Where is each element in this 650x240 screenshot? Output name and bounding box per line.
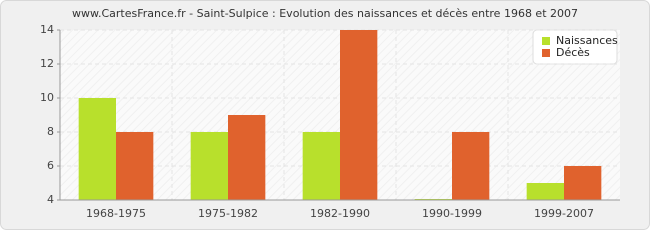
x-tick-label: 1968-1975 xyxy=(86,207,146,220)
chart-title: www.CartesFrance.fr - Saint-Sulpice : Ev… xyxy=(72,7,578,20)
x-tick-label: 1999-2007 xyxy=(534,207,594,220)
bar xyxy=(78,98,116,200)
y-tick-label: 14 xyxy=(40,23,54,36)
y-tick-label: 6 xyxy=(47,159,54,172)
bar xyxy=(340,30,378,200)
bar xyxy=(228,115,266,200)
legend-swatch xyxy=(542,37,550,45)
bar xyxy=(190,132,228,200)
bar xyxy=(564,166,602,200)
x-tick-label: 1975-1982 xyxy=(198,207,258,220)
y-tick-label: 8 xyxy=(47,125,54,138)
x-tick-label: 1982-1990 xyxy=(310,207,370,220)
y-tick-label: 12 xyxy=(40,57,54,70)
bar xyxy=(526,183,564,200)
bar xyxy=(116,132,154,200)
y-tick-label: 4 xyxy=(47,193,54,206)
x-tick-label: 1990-1999 xyxy=(422,207,482,220)
bar xyxy=(302,132,340,200)
chart: www.CartesFrance.fr - Saint-Sulpice : Ev… xyxy=(0,0,650,230)
legend-label: Décès xyxy=(556,46,590,59)
y-tick-label: 10 xyxy=(40,91,54,104)
bar xyxy=(452,132,490,200)
legend-label: Naissances xyxy=(556,34,618,47)
legend-swatch xyxy=(542,49,550,57)
